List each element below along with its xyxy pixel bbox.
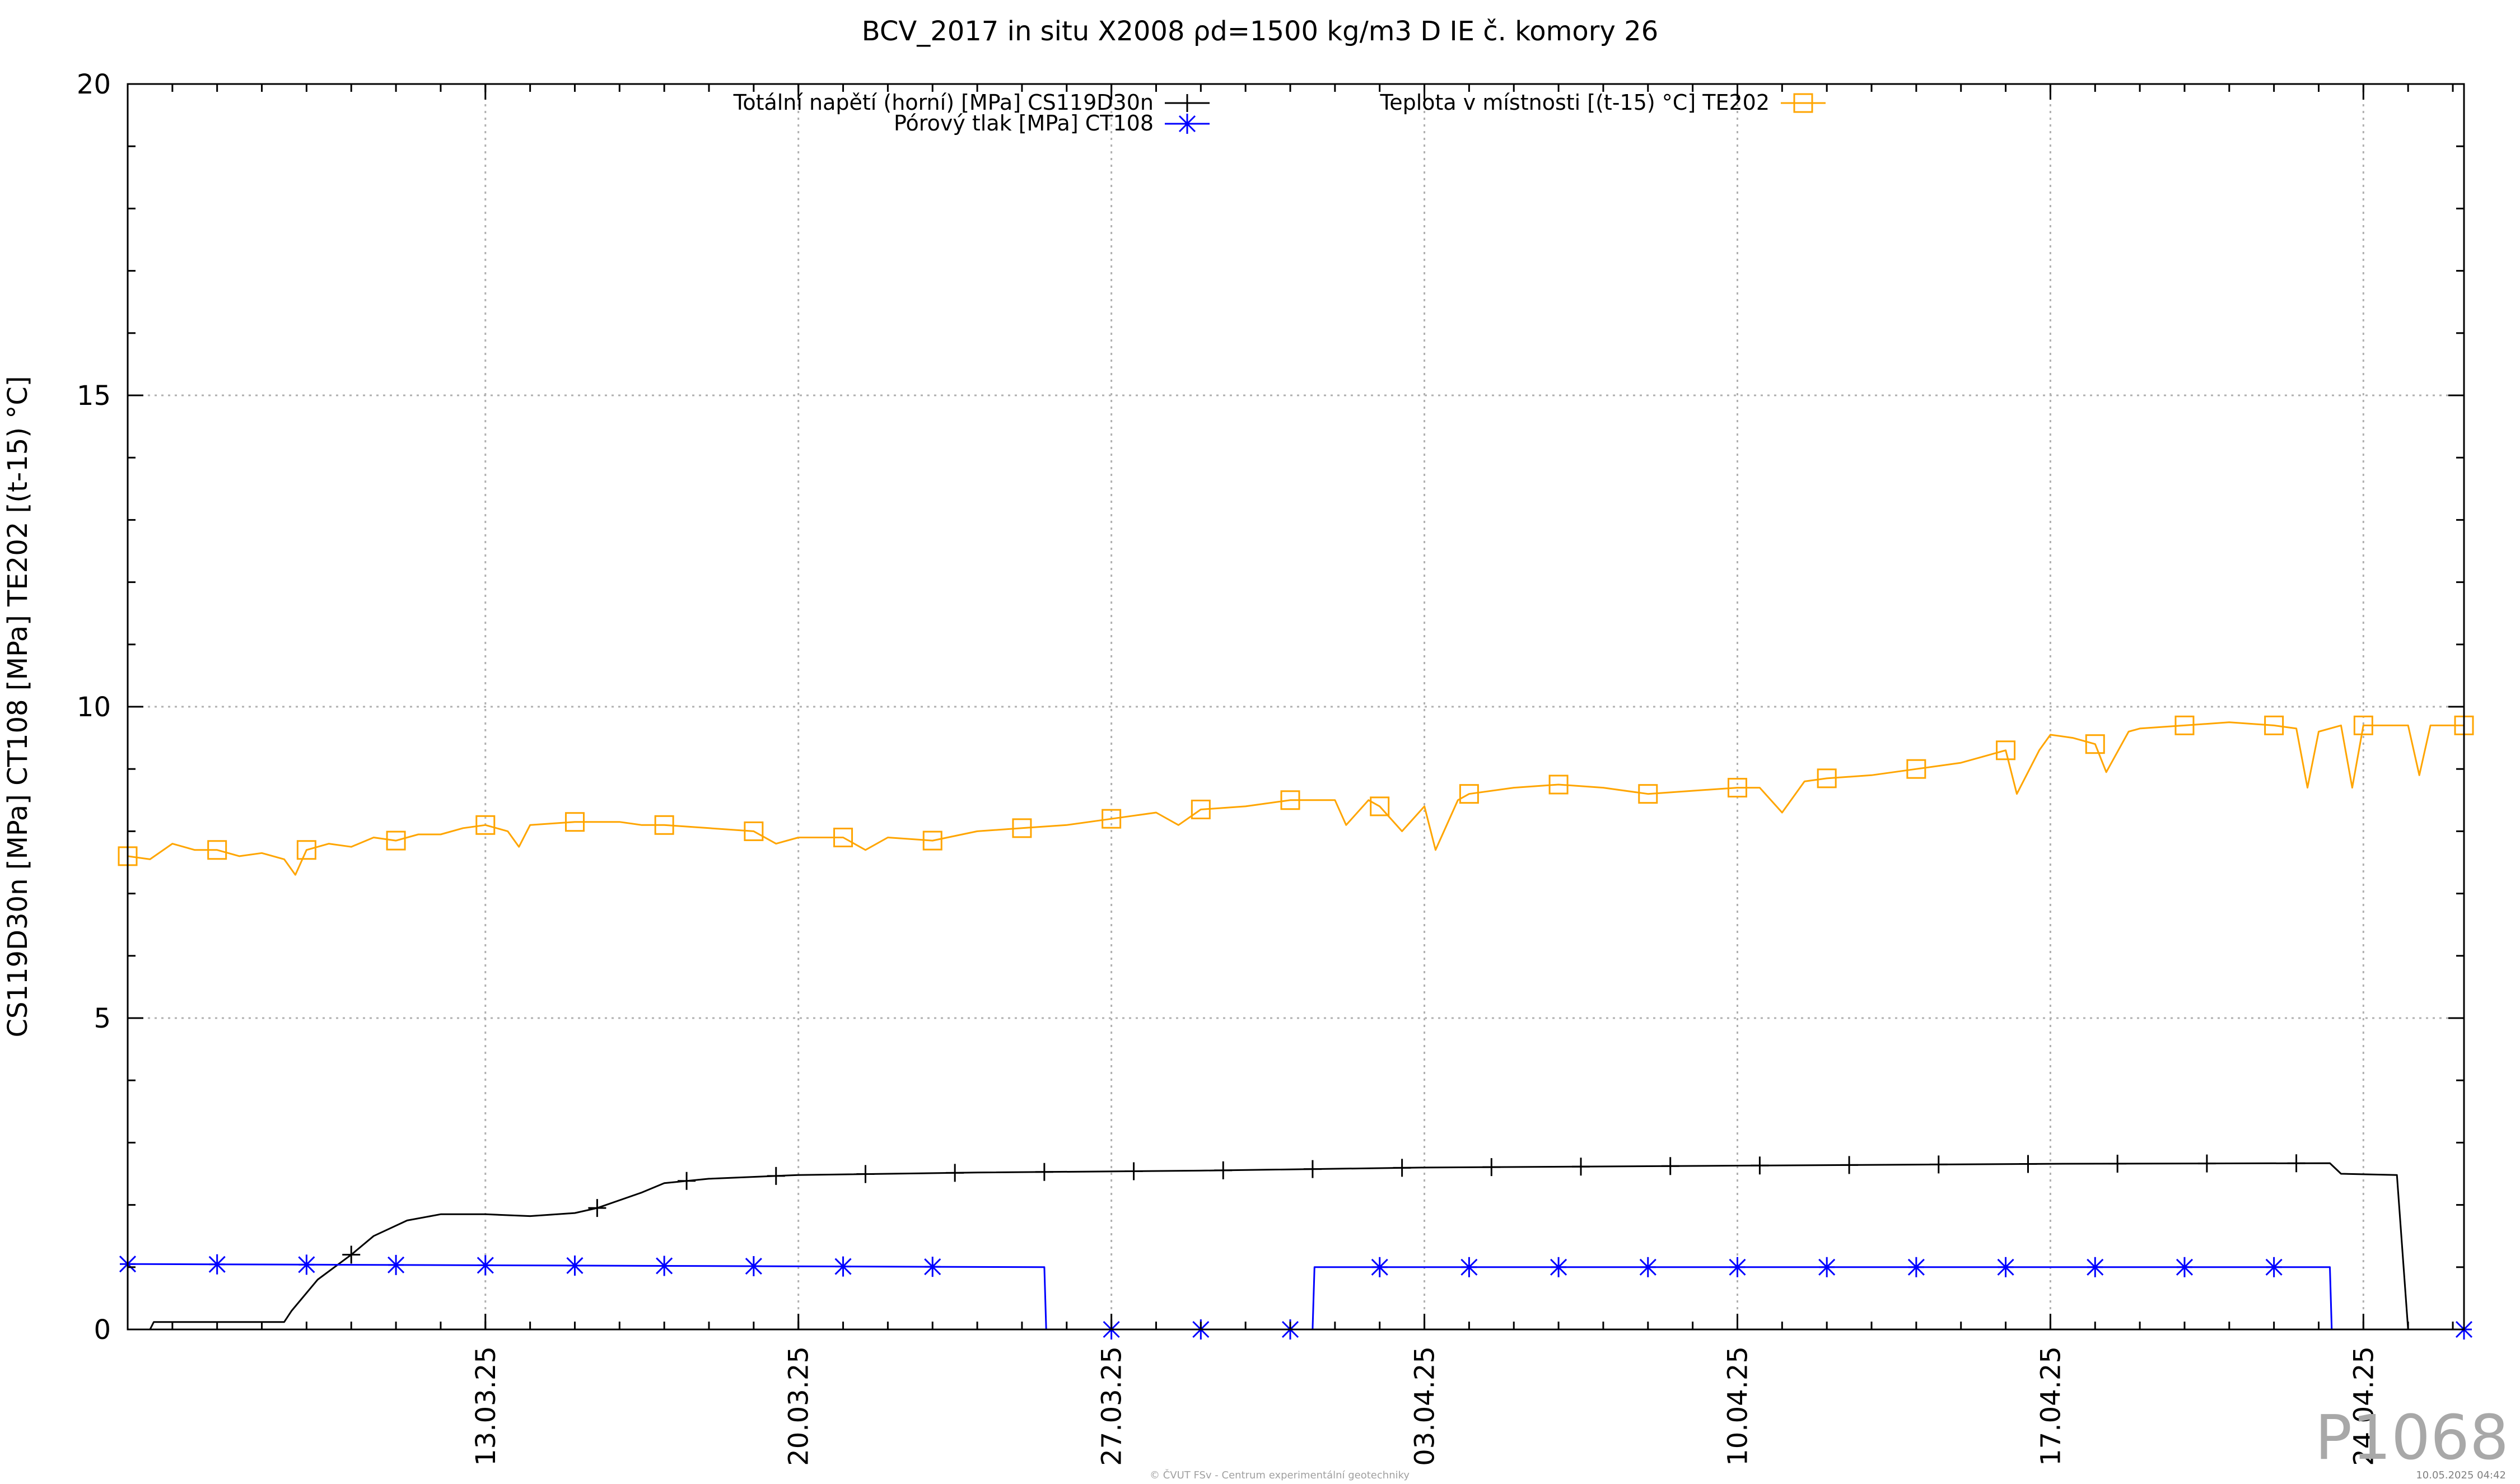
plus-marker <box>1929 1155 1948 1174</box>
square-marker <box>654 815 674 835</box>
square-marker <box>1459 784 1479 804</box>
square-marker <box>296 840 316 860</box>
plus-marker <box>1572 1158 1590 1176</box>
legend-label: Teplota v místnosti [(t-15) °C] TE202 <box>1379 90 1770 115</box>
square-marker <box>2174 715 2195 735</box>
square-marker <box>207 840 227 860</box>
square-marker <box>1996 740 2016 760</box>
plus-marker <box>1840 1156 1859 1174</box>
plus-marker <box>1178 94 1196 112</box>
star-marker <box>834 1256 852 1277</box>
star-marker <box>2087 1257 2104 1277</box>
star-marker <box>1729 1257 1746 1277</box>
plus-marker <box>856 1165 875 1183</box>
square-marker <box>2264 715 2284 735</box>
square-marker <box>1906 759 1926 779</box>
square-marker <box>1191 799 1211 819</box>
legend-label: Totální napětí (horní) [MPa] CS119D30n <box>733 90 1154 115</box>
series-plus <box>128 1154 2464 1331</box>
x-tick-label: 03.04.25 <box>1410 1346 1441 1466</box>
square-marker <box>1638 784 1658 804</box>
legend-label: Pórový tlak [MPa] CT108 <box>894 111 1154 136</box>
star-marker <box>745 1256 762 1277</box>
star-marker <box>388 1254 405 1275</box>
plus-marker <box>2197 1154 2216 1173</box>
plus-marker <box>2287 1154 2306 1173</box>
plus-marker <box>2108 1154 2127 1173</box>
square-marker <box>386 830 406 851</box>
copyright-footer: © ČVUT FSv - Centrum experimentální geot… <box>1150 1469 1410 1481</box>
series-line <box>128 1162 2464 1331</box>
star-marker <box>1997 1257 2014 1277</box>
star-marker <box>656 1256 673 1276</box>
star-marker <box>2176 1257 2194 1277</box>
star-marker <box>1178 114 1196 134</box>
plus-marker <box>1214 1161 1233 1179</box>
square-marker <box>1280 790 1300 810</box>
star-marker <box>298 1254 315 1275</box>
x-tick-label: 13.03.25 <box>470 1346 502 1466</box>
plus-marker <box>1035 1163 1053 1181</box>
plus-marker <box>1751 1156 1769 1175</box>
chart-title: BCV_2017 in situ X2008 ρd=1500 kg/m3 D I… <box>862 16 1659 47</box>
star-marker <box>1818 1257 1836 1277</box>
square-marker <box>922 830 942 851</box>
plus-marker <box>342 1245 361 1264</box>
plus-marker <box>678 1172 696 1190</box>
legend: Totální napětí (horní) [MPa] CS119D30nPó… <box>733 90 1826 136</box>
plus-marker <box>588 1199 606 1217</box>
square-marker <box>1793 93 1813 113</box>
plus-marker <box>1303 1160 1322 1178</box>
x-tick-label: 10.04.25 <box>1722 1346 1753 1466</box>
square-marker <box>1817 768 1837 788</box>
plus-marker <box>2019 1155 2037 1173</box>
y-tick-label: 5 <box>94 1003 111 1034</box>
star-marker <box>1550 1257 1567 1277</box>
star-marker <box>1371 1257 1388 1277</box>
star-marker <box>1907 1257 1925 1277</box>
square-marker <box>2353 715 2373 735</box>
timestamp-footer: 10.05.2025 04:42 <box>2416 1469 2506 1481</box>
y-tick-label: 10 <box>77 692 111 723</box>
x-tick-label: 27.03.25 <box>1096 1346 1128 1466</box>
y-tick-label: 20 <box>77 69 111 100</box>
plus-marker <box>1661 1157 1679 1175</box>
star-marker <box>1639 1257 1656 1277</box>
star-marker <box>1460 1257 1478 1277</box>
star-marker <box>208 1254 226 1275</box>
square-marker <box>475 815 496 835</box>
star-marker <box>477 1255 494 1276</box>
square-marker <box>2085 734 2105 754</box>
y-tick-label: 15 <box>77 380 111 412</box>
y-axis-label: CS119D30n [MPa] CT108 [MPa] TE202 [(t-15… <box>2 376 34 1037</box>
x-tick-label: 17.04.25 <box>2035 1346 2066 1466</box>
square-marker <box>833 828 853 848</box>
x-tick-label: 24.04.25 <box>2348 1346 2379 1466</box>
square-marker <box>1012 818 1032 838</box>
square-marker <box>564 812 585 832</box>
square-marker <box>744 821 764 841</box>
plus-marker <box>1393 1159 1411 1177</box>
series-line <box>127 721 2464 876</box>
plus-marker <box>1124 1162 1143 1180</box>
series-line <box>127 1263 2464 1331</box>
series-layer <box>118 715 2474 1340</box>
plus-marker <box>1482 1158 1501 1177</box>
axes: 0 5 10 15 20 13.03.25 20.03.25 27.03.25 03.04.25… <box>77 69 2464 1466</box>
square-marker <box>1102 809 1122 829</box>
watermark-label: P1068 <box>2315 1402 2509 1473</box>
square-marker <box>1548 774 1569 795</box>
star-marker <box>566 1255 584 1276</box>
star-marker <box>2265 1257 2283 1277</box>
square-marker <box>1370 796 1390 816</box>
star-marker <box>924 1257 941 1277</box>
plus-marker <box>767 1166 785 1185</box>
series-square <box>118 715 2474 876</box>
y-tick-label: 0 <box>94 1314 111 1346</box>
square-marker <box>1727 778 1747 798</box>
x-tick-label: 20.03.25 <box>783 1346 815 1466</box>
plus-marker <box>946 1164 964 1182</box>
